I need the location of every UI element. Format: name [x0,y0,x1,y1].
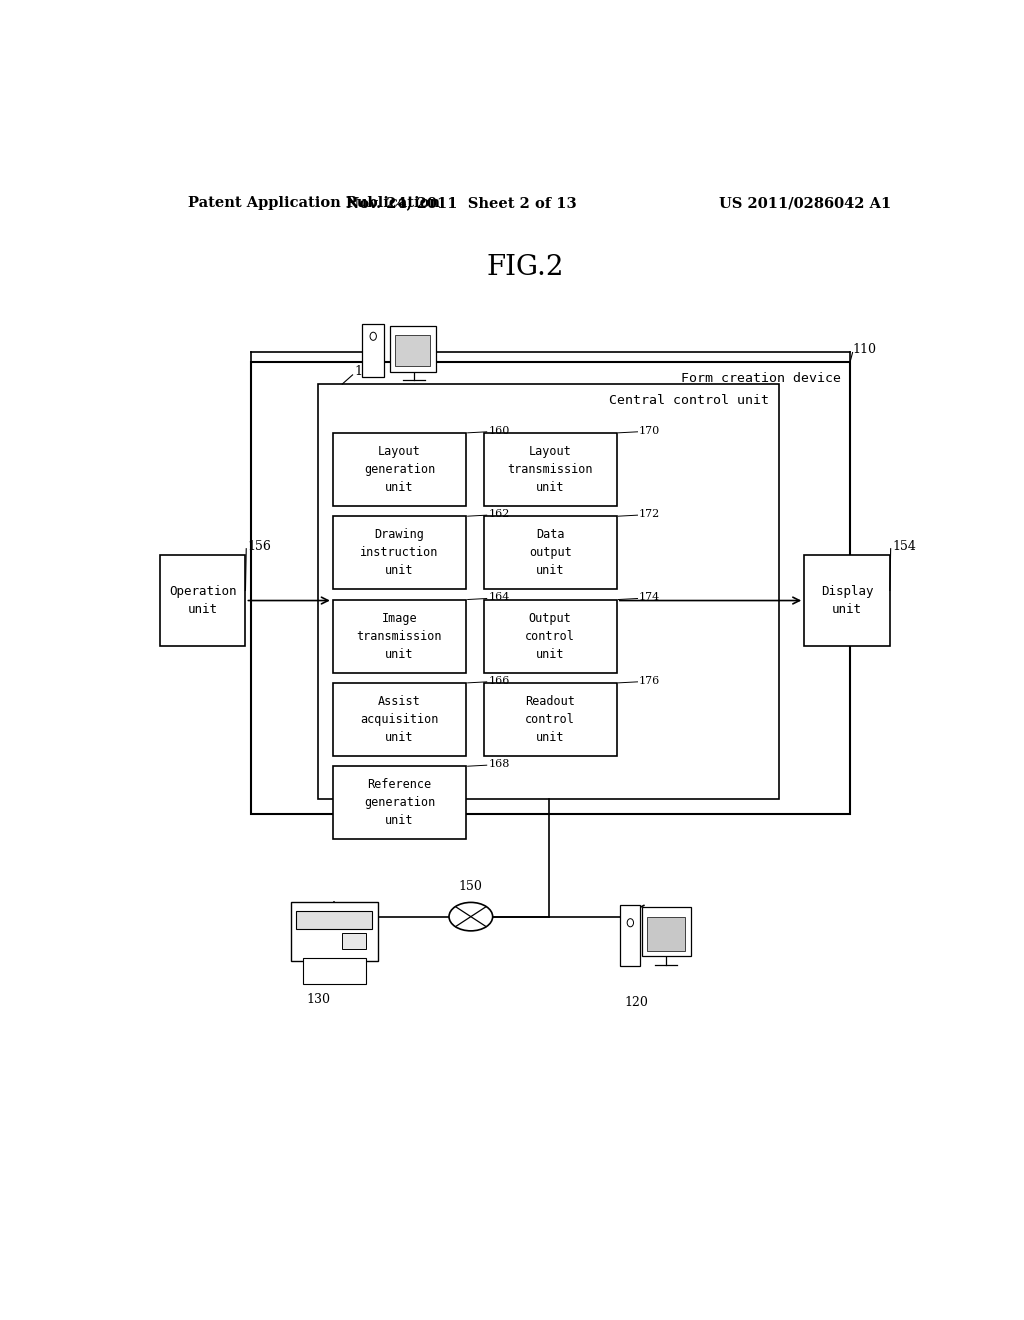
Text: FIG.2: FIG.2 [486,253,563,281]
Text: Assist
acquisition
unit: Assist acquisition unit [360,694,438,744]
Text: 164: 164 [488,593,510,602]
Bar [333,682,466,756]
Bar [318,384,778,799]
Bar [642,907,691,956]
Circle shape [627,919,634,927]
Text: Central control unit: Central control unit [609,395,769,407]
Bar [804,554,890,647]
Bar [333,516,466,589]
Text: 120: 120 [624,995,648,1008]
Bar [333,599,466,673]
Text: 110: 110 [853,343,877,356]
Text: Drawing
instruction
unit: Drawing instruction unit [360,528,438,577]
Bar [483,516,616,589]
Bar [342,933,367,949]
Bar [296,911,373,929]
Text: Output
control
unit: Output control unit [525,611,575,660]
Text: Layout
transmission
unit: Layout transmission unit [508,445,593,494]
Text: 176: 176 [639,676,660,686]
Bar [483,433,616,506]
Text: Patent Application Publication: Patent Application Publication [187,197,439,210]
Text: Readout
control
unit: Readout control unit [525,694,575,744]
Text: 150: 150 [459,879,482,892]
Bar [620,906,640,966]
Text: 156: 156 [248,540,271,553]
Bar [647,916,685,952]
Text: 154: 154 [892,540,916,553]
Text: 162: 162 [488,510,510,519]
Text: Layout
generation
unit: Layout generation unit [364,445,435,494]
Bar [160,554,246,647]
Text: Operation
unit: Operation unit [169,585,237,616]
Ellipse shape [449,903,493,931]
Bar [362,325,384,378]
Text: 166: 166 [488,676,510,686]
Bar [483,599,616,673]
Text: Form creation device: Form creation device [681,372,841,385]
Text: Nov. 24, 2011  Sheet 2 of 13: Nov. 24, 2011 Sheet 2 of 13 [346,197,577,210]
Bar [394,335,430,366]
Text: 168: 168 [488,759,510,770]
Text: Image
transmission
unit: Image transmission unit [356,611,442,660]
Bar [333,766,466,840]
Text: 130: 130 [306,994,331,1006]
Text: US 2011/0286042 A1: US 2011/0286042 A1 [719,197,892,210]
Text: 170: 170 [639,426,660,436]
Text: Display
unit: Display unit [821,585,873,616]
Bar [303,958,367,983]
Text: Data
output
unit: Data output unit [528,528,571,577]
Text: 158: 158 [354,366,378,379]
Bar [483,682,616,756]
Bar [390,326,436,372]
Circle shape [370,333,377,341]
Text: Reference
generation
unit: Reference generation unit [364,779,435,828]
Text: 172: 172 [639,510,660,519]
Bar [333,433,466,506]
Text: 174: 174 [639,593,660,602]
Text: 160: 160 [488,426,510,436]
Bar [251,362,850,814]
Bar [291,903,378,961]
